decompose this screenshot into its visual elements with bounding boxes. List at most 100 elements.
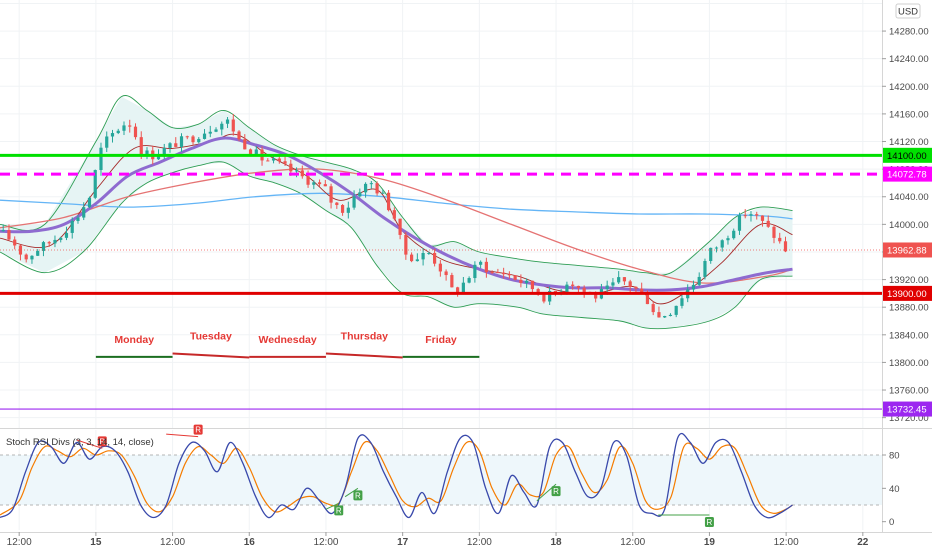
divergence-label: R — [355, 491, 361, 500]
candle-body — [628, 281, 632, 287]
divergence-badge — [193, 424, 203, 435]
price-levels[interactable] — [0, 153, 882, 410]
candle — [778, 232, 782, 244]
candle — [64, 226, 69, 241]
candle-body — [657, 312, 661, 318]
candle — [381, 189, 385, 194]
candle-body — [640, 288, 644, 293]
candle-body — [404, 234, 408, 255]
divergence-label: R — [195, 426, 201, 435]
day-label: Thursday — [341, 330, 388, 342]
candle-body — [191, 136, 195, 143]
candle — [450, 272, 454, 288]
candle-body — [594, 293, 598, 299]
candle-body — [266, 160, 270, 162]
candle-body — [617, 277, 621, 283]
candle-body — [225, 119, 230, 124]
level-tag: 14072.78 — [883, 166, 932, 182]
candle — [208, 125, 212, 138]
level-tag-bg — [883, 147, 932, 163]
level-tag-label: 13900.00 — [887, 289, 927, 300]
candle-body — [611, 282, 615, 286]
candle — [628, 279, 632, 293]
candle — [404, 231, 408, 260]
candle-body — [381, 192, 385, 194]
day-annotation: Friday — [402, 334, 480, 358]
candle — [237, 130, 241, 142]
candle — [24, 253, 28, 263]
candle-body — [772, 226, 776, 238]
candle-body — [168, 143, 172, 148]
candle-body — [30, 255, 34, 260]
candle-body — [248, 149, 253, 155]
candle — [122, 121, 126, 136]
candle — [691, 280, 696, 293]
divergence-label: R — [707, 518, 713, 527]
candle — [513, 275, 517, 281]
candle-body — [208, 131, 212, 134]
candle — [484, 257, 488, 278]
candle-body — [145, 150, 149, 157]
candle-body — [133, 126, 138, 138]
day-annotation: Wednesday — [249, 334, 326, 358]
currency-badge[interactable]: USD — [895, 3, 921, 19]
candle — [663, 315, 667, 318]
level-tag: 13962.88 — [883, 242, 932, 258]
day-annotation: Tuesday — [172, 330, 250, 359]
day-annotation: Monday — [95, 334, 173, 358]
candle-body — [82, 207, 86, 218]
divergence-badge — [551, 486, 561, 497]
time-axis[interactable]: 12:00 15 12:00 16 12:00 17 12:00 18 12:00 19 12:00… — [7, 532, 869, 548]
candle — [99, 142, 103, 176]
candle — [697, 272, 701, 287]
candle — [36, 249, 40, 257]
price-tick-label: 13840.00 — [889, 330, 929, 341]
candle-body — [496, 272, 500, 274]
candle — [737, 212, 742, 235]
candles — [1, 114, 788, 318]
candle — [346, 201, 350, 219]
candle-body — [490, 272, 494, 274]
candle — [231, 114, 235, 136]
candle-body — [185, 136, 189, 138]
candle-body — [720, 240, 724, 248]
candle-body — [363, 183, 368, 193]
candle-body — [783, 241, 788, 252]
candle-body — [214, 129, 218, 132]
price-tick-label: 14120.00 — [889, 137, 929, 148]
currency-label: USD — [898, 7, 918, 18]
time-tick-label: 22 — [857, 537, 869, 548]
candle — [755, 211, 759, 220]
candle-body — [36, 250, 40, 256]
candle — [18, 244, 23, 261]
time-tick-label: 19 — [704, 537, 716, 548]
divergence-line — [325, 502, 339, 510]
candle-body — [582, 287, 586, 292]
candle-body — [358, 192, 362, 197]
candle — [363, 182, 368, 198]
candle-body — [139, 137, 143, 157]
divergence-badge — [353, 490, 363, 501]
candle-body — [7, 230, 11, 240]
candle-body — [283, 161, 287, 164]
candle-body — [456, 287, 460, 293]
candle-body — [41, 242, 46, 251]
price-tick-label: 14040.00 — [889, 192, 929, 203]
candle — [709, 247, 713, 264]
candle-body — [174, 143, 178, 147]
candle-body — [202, 133, 207, 139]
candle-body — [122, 125, 126, 131]
candle — [783, 236, 788, 253]
price-tick-label: 13800.00 — [889, 358, 929, 369]
candle — [300, 165, 304, 179]
candle-body — [1, 230, 5, 232]
candle — [421, 248, 425, 266]
price-axis[interactable]: 14280.00 14240.00 14200.00 14160.00 14120.00… — [882, 27, 929, 425]
time-tick-label: 12:00 — [160, 537, 185, 548]
candle — [461, 276, 465, 294]
level-tag-label: 14072.78 — [887, 170, 927, 181]
candle — [634, 286, 638, 293]
candle-body — [749, 214, 753, 216]
candle-body — [335, 202, 339, 206]
